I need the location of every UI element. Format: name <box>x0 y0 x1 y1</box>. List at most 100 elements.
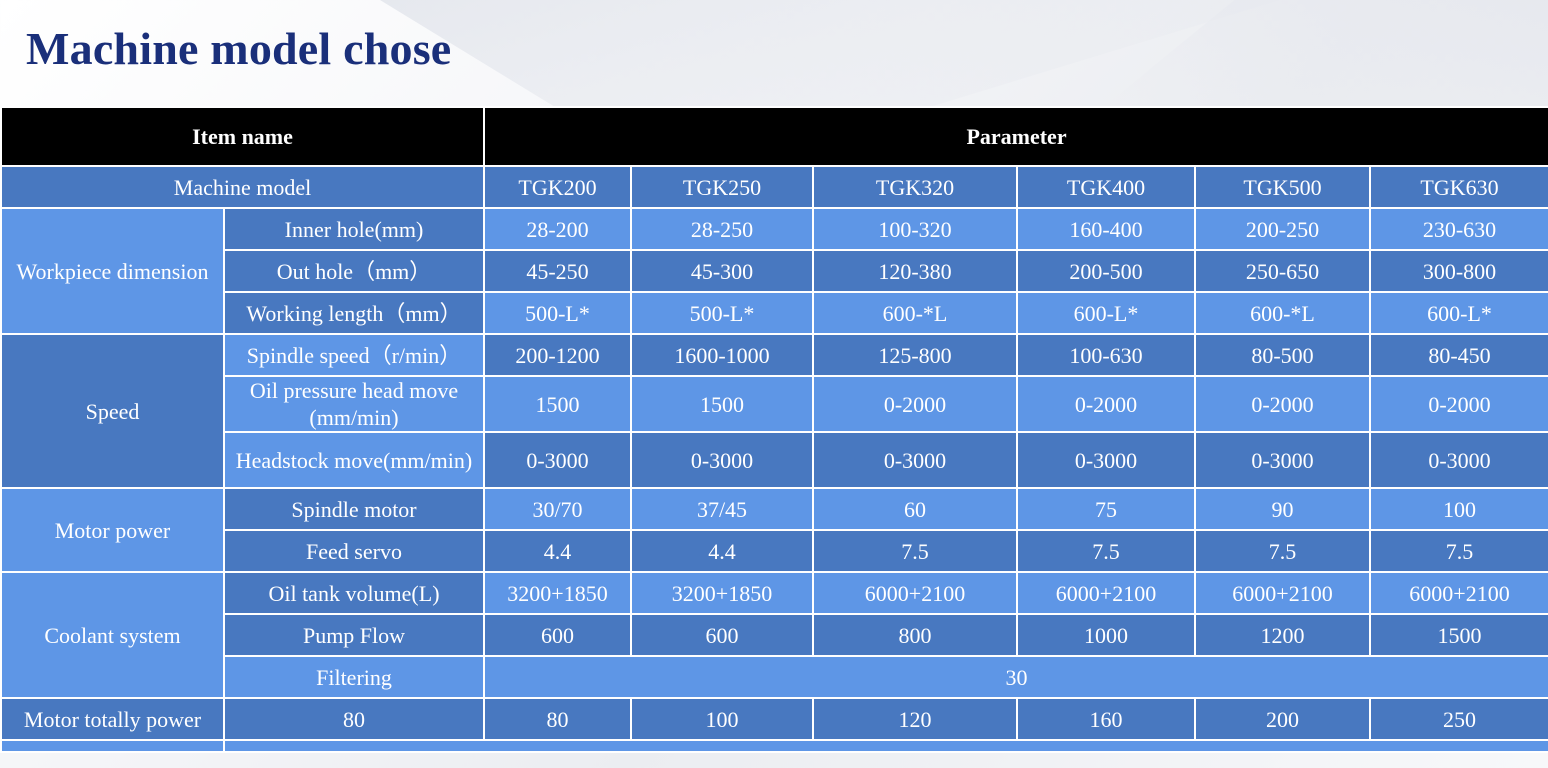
value-cell: 0-2000 <box>1368 375 1548 433</box>
group-label-coolant: Coolant system <box>0 571 225 699</box>
value-cell: 100 <box>1368 487 1548 531</box>
value-cell: 600-L* <box>1368 291 1548 335</box>
page-title: Machine model chose <box>26 23 452 74</box>
value-cell: 1200 <box>1194 613 1371 657</box>
value-cell: 90 <box>1194 487 1371 531</box>
value-cell: 60 <box>812 487 1018 531</box>
model-cell: TGK500 <box>1194 165 1371 209</box>
row-label: Feed servo <box>223 529 485 573</box>
value-cell: 0-3000 <box>1016 431 1196 489</box>
value-cell: 600 <box>630 613 814 657</box>
value-cell: 4.4 <box>483 529 632 573</box>
value-cell: 75 <box>1016 487 1196 531</box>
row-label-machine-model: Machine model <box>0 165 485 209</box>
value-cell: 120 <box>812 697 1018 741</box>
value-cell: 100 <box>630 697 814 741</box>
row-label: Inner hole(mm) <box>223 207 485 251</box>
value-cell: 6000+2100 <box>1016 571 1196 615</box>
table-row: Headstock move(mm/min) 0-3000 0-3000 0-3… <box>1 431 1548 489</box>
group-label-workpiece: Workpiece dimension <box>0 207 225 335</box>
model-cell: TGK200 <box>483 165 632 209</box>
row-label: Headstock move(mm/min) <box>223 431 485 489</box>
value-cell: 0-2000 <box>1194 375 1371 433</box>
value-cell: 200-250 <box>1194 207 1371 251</box>
value-cell: 6000+2100 <box>1368 571 1548 615</box>
table-row: Feed servo 4.4 4.4 7.5 7.5 7.5 7.5 <box>1 529 1548 573</box>
table-row: Oil pressure head move (mm/min) 1500 150… <box>1 375 1548 433</box>
value-cell: 1500 <box>483 375 632 433</box>
row-label: Spindle speed（r/min） <box>223 333 485 377</box>
group-label-motor-power: Motor power <box>0 487 225 573</box>
row-label: Working length（mm） <box>223 291 485 335</box>
table-row: Pump Flow 600 600 800 1000 1200 1500 <box>1 613 1548 657</box>
table-row: Filtering 30 <box>1 655 1548 699</box>
header-item-name: Item name <box>0 106 485 167</box>
cut-off-cell <box>222 739 1548 753</box>
value-cell: 80-450 <box>1368 333 1548 377</box>
value-cell: 500-L* <box>483 291 632 335</box>
row-label: Spindle motor <box>223 487 485 531</box>
value-cell: 1500 <box>1368 613 1548 657</box>
value-cell: 160-400 <box>1016 207 1196 251</box>
value-cell: 0-3000 <box>630 431 814 489</box>
value-cell: 7.5 <box>1016 529 1196 573</box>
table-row: Motor totally power 80 80 100 120 160 20… <box>0 697 1548 741</box>
value-cell: 100-320 <box>812 207 1018 251</box>
value-cell: 160 <box>1016 697 1196 741</box>
value-cell: 0-2000 <box>812 375 1018 433</box>
cut-off-cell <box>0 739 225 753</box>
value-cell: 7.5 <box>812 529 1018 573</box>
value-cell: 4.4 <box>630 529 814 573</box>
value-cell: 0-3000 <box>812 431 1018 489</box>
row-label: Oil pressure head move (mm/min) <box>223 375 485 433</box>
value-cell: 28-250 <box>630 207 814 251</box>
model-cell: TGK400 <box>1016 165 1196 209</box>
table-row: Working length（mm） 500-L* 500-L* 600-*L … <box>1 291 1548 335</box>
value-cell: 200-1200 <box>483 333 632 377</box>
table-row: Workpiece dimension Inner hole(mm) 28-20… <box>0 207 1548 335</box>
table-header-row: Item name Parameter <box>0 106 1548 167</box>
value-cell: 250-650 <box>1194 249 1371 293</box>
row-label: Oil tank volume(L) <box>223 571 485 615</box>
table-row: Out hole（mm） 45-250 45-300 120-380 200-5… <box>1 249 1548 293</box>
value-cell: 125-800 <box>812 333 1018 377</box>
table-row: Speed Spindle speed（r/min） 200-1200 1600… <box>0 333 1548 489</box>
value-cell: 3200+1850 <box>630 571 814 615</box>
table-row: Motor power Spindle motor 30/70 37/45 60… <box>0 487 1548 573</box>
value-cell: 6000+2100 <box>812 571 1018 615</box>
table-row-machine-model: Machine model TGK200 TGK250 TGK320 TGK40… <box>0 165 1548 209</box>
value-cell: 200-500 <box>1016 249 1196 293</box>
row-label: Filtering <box>223 655 485 699</box>
value-cell: 250 <box>1368 697 1548 741</box>
row-label: Pump Flow <box>223 613 485 657</box>
value-cell: 0-3000 <box>1194 431 1371 489</box>
value-cell: 37/45 <box>630 487 814 531</box>
value-cell: 45-300 <box>630 249 814 293</box>
value-cell: 80 <box>223 697 485 741</box>
value-cell: 500-L* <box>630 291 814 335</box>
value-cell: 0-3000 <box>483 431 632 489</box>
value-cell: 7.5 <box>1194 529 1371 573</box>
value-cell: 7.5 <box>1368 529 1548 573</box>
value-cell: 80-500 <box>1194 333 1371 377</box>
value-cell: 120-380 <box>812 249 1018 293</box>
value-cell: 28-200 <box>483 207 632 251</box>
row-label: Out hole（mm） <box>223 249 485 293</box>
model-cell: TGK320 <box>812 165 1018 209</box>
value-cell: 3200+1850 <box>483 571 632 615</box>
value-cell: 600-*L <box>812 291 1018 335</box>
value-cell: 6000+2100 <box>1194 571 1371 615</box>
value-cell-merged: 30 <box>482 655 1548 699</box>
value-cell: 200 <box>1194 697 1371 741</box>
value-cell: 1000 <box>1016 613 1196 657</box>
table-row-partial <box>0 739 1548 753</box>
value-cell: 230-630 <box>1368 207 1548 251</box>
spec-table: Item name Parameter Machine model TGK200… <box>0 106 1548 753</box>
value-cell: 1600-1000 <box>630 333 814 377</box>
table-row: Coolant system Oil tank volume(L) 3200+1… <box>0 571 1548 699</box>
model-cell: TGK630 <box>1368 165 1548 209</box>
value-cell: 600-L* <box>1016 291 1196 335</box>
value-cell: 30/70 <box>483 487 632 531</box>
group-label-speed: Speed <box>0 333 225 489</box>
value-cell: 1500 <box>630 375 814 433</box>
